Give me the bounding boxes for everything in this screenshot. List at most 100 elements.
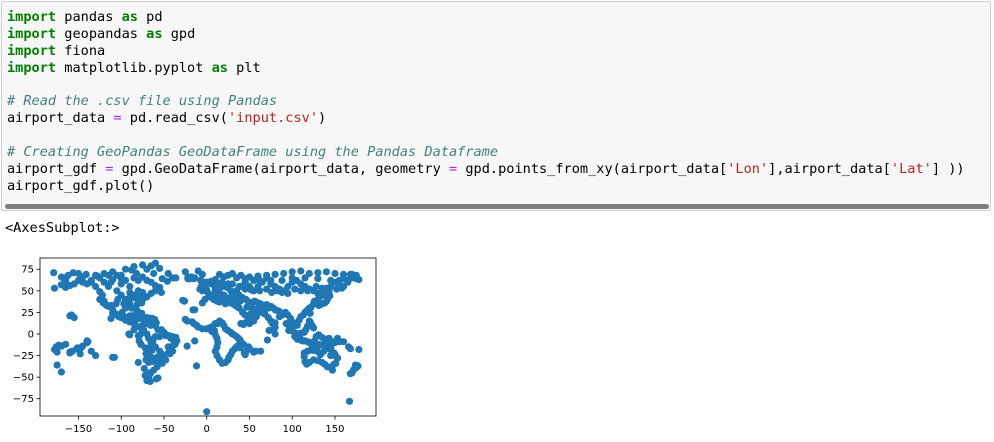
scatter-point (151, 259, 159, 267)
scatter-point (83, 280, 91, 288)
scatter-point (263, 336, 271, 344)
code-token: pd.read_csv( (121, 110, 228, 127)
scatter-points (50, 259, 363, 416)
output-repr: <AxesSubplot:> (5, 220, 120, 236)
scatter-point (280, 269, 288, 278)
scatter-point (301, 274, 309, 282)
scatter-point (53, 348, 61, 356)
scatter-point (139, 261, 147, 269)
scatter-point (131, 317, 139, 325)
scatter-point (339, 338, 348, 346)
code-token: matplotlib.pyplot (56, 59, 212, 76)
scatter-plot: −150 −100 −50 0 50 100 150 75 50 25 0 −25 −50 −75 (13, 257, 377, 435)
scatter-point (113, 271, 121, 279)
scatter-point (271, 270, 279, 278)
scatter-point (117, 280, 125, 288)
y-tick-label: −50 (13, 373, 34, 384)
code-token: as (146, 25, 163, 42)
scatter-point (306, 309, 314, 317)
scatter-point (355, 345, 363, 354)
scatter-point (247, 286, 255, 294)
code-line: airport_data = pd.read_csv('input.csv') (7, 110, 965, 127)
y-tick-label: −25 (13, 351, 34, 362)
scatter-point (339, 275, 348, 283)
scatter-point (55, 341, 63, 349)
code-token: pandas (56, 9, 122, 25)
scatter-point (255, 303, 263, 311)
scatter-point (109, 353, 117, 361)
scatter-point (338, 284, 346, 292)
code-token: import (7, 9, 57, 25)
horizontal-scrollbar[interactable] (5, 204, 989, 209)
code-line (7, 127, 965, 144)
code-line (7, 77, 965, 94)
y-tick-label: −75 (13, 394, 34, 405)
scatter-point (164, 269, 172, 278)
scatter-point (136, 331, 144, 339)
code-token: 'Lon' (727, 161, 769, 178)
scatter-point (267, 276, 275, 284)
scatter-point (297, 267, 305, 275)
scatter-point (92, 282, 100, 291)
scatter-point (331, 269, 339, 278)
scatter-point (169, 341, 177, 349)
scatter-point (288, 274, 296, 282)
scatter-point (118, 313, 126, 321)
scatter-point (191, 306, 199, 314)
scatter-point (345, 397, 354, 405)
code-token: plt (227, 59, 261, 76)
scatter-point (53, 361, 61, 369)
x-tick-label: 50 (243, 424, 256, 435)
scrollbar-thumb[interactable] (5, 204, 989, 209)
scatter-point (241, 285, 249, 293)
scatter-point (50, 284, 59, 292)
code-editor[interactable]: import pandas as pd import geopandas as g… (7, 9, 965, 195)
scatter-point (143, 345, 151, 354)
scatter-point (291, 285, 299, 293)
x-tick-label: 0 (204, 424, 210, 435)
scatter-point (114, 295, 122, 303)
code-token: = (105, 161, 114, 178)
scatter-point (327, 352, 335, 360)
code-token: = (113, 110, 122, 127)
code-token: # Creating GeoPandas GeoDataFrame using … (7, 144, 499, 161)
scatter-point (240, 349, 248, 357)
scatter-point (271, 319, 279, 327)
code-token: 'input.csv' (228, 110, 319, 127)
scatter-point (134, 276, 142, 284)
scatter-point (252, 313, 260, 321)
scatter-point (152, 375, 160, 383)
scatter-point (351, 361, 360, 369)
scatter-point (163, 277, 171, 285)
y-axis-ticks: 75 50 25 0 −25 −50 −75 (13, 265, 40, 405)
scatter-point (125, 330, 133, 338)
scatter-point (198, 270, 206, 278)
scatter-point (198, 287, 206, 295)
scatter-point (304, 287, 312, 295)
x-axis-ticks: −150 −100 −50 0 50 100 150 (65, 416, 345, 435)
scatter-point (76, 350, 84, 358)
scatter-point (145, 369, 153, 377)
scatter-point (215, 270, 224, 278)
scatter-point (84, 338, 92, 346)
scatter-point (59, 274, 67, 282)
scatter-point (137, 340, 145, 348)
scatter-point (333, 354, 342, 362)
scatter-point (140, 364, 148, 373)
code-cell[interactable]: import pandas as pd import geopandas as g… (1, 1, 991, 211)
scatter-point (208, 327, 216, 335)
scatter-point (126, 282, 134, 291)
scatter-point (134, 358, 142, 367)
scatter-point (192, 362, 201, 370)
code-token: ) (318, 110, 327, 127)
scatter-point (166, 350, 174, 358)
scatter-point (250, 348, 258, 356)
scatter-point (284, 289, 292, 297)
scatter-point (73, 345, 81, 353)
scatter-point (130, 326, 138, 334)
code-token: # Read the .csv file using Pandas (7, 93, 278, 110)
scatter-point (275, 307, 283, 316)
scatter-point (346, 370, 354, 378)
code-token: pd (137, 9, 163, 25)
y-tick-label: 75 (21, 265, 34, 276)
